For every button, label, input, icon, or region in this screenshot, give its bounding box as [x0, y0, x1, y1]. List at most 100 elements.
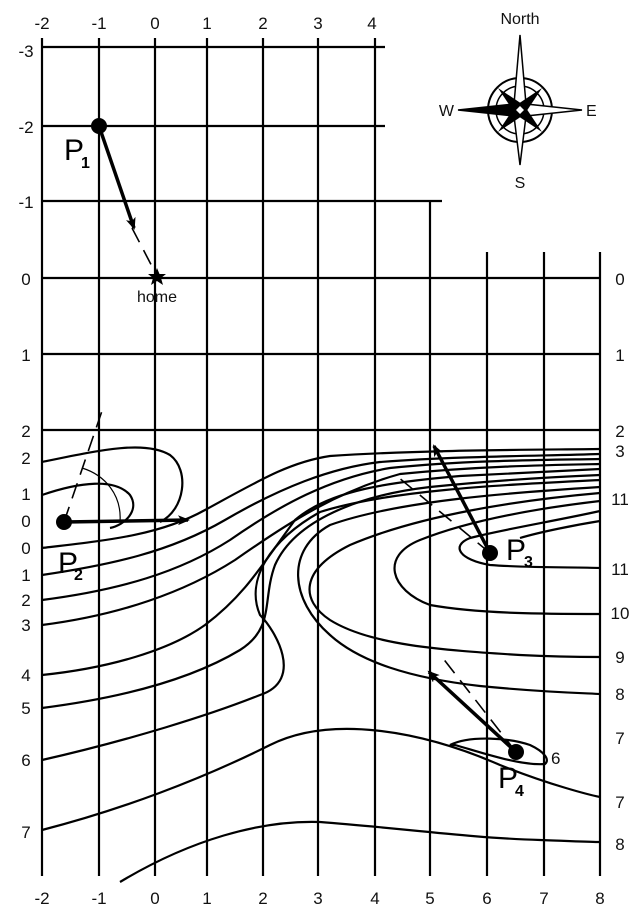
- contour-label-right: 3: [615, 442, 624, 461]
- contour-label-inline: 6: [551, 749, 560, 768]
- contour-label-left: 6: [21, 751, 30, 770]
- grid-lines: [40, 38, 602, 876]
- contour-label-right: 7: [615, 793, 624, 812]
- y-axis-right-labels: 0 1 2: [615, 270, 624, 441]
- x-tick-top: 4: [367, 14, 376, 33]
- y-tick-left: -2: [18, 118, 33, 137]
- compass-rose: North S E W: [439, 11, 597, 192]
- p2-label: P: [58, 547, 78, 580]
- compass-west-point: [457, 103, 515, 117]
- compass-west-label: W: [439, 103, 455, 120]
- contour-line: [393, 499, 601, 616]
- p2-dot: [56, 514, 72, 530]
- home-star-icon: [148, 268, 166, 285]
- x-tick-bottom: 2: [258, 889, 267, 908]
- contour-label-left: 5: [21, 699, 30, 718]
- point-p3: P 3: [397, 444, 533, 571]
- home-marker: home: [137, 268, 177, 306]
- p1-arrow: [97, 125, 136, 230]
- contour-line: [119, 820, 601, 883]
- p4-dot: [508, 744, 524, 760]
- p4-arrow: [427, 670, 518, 754]
- x-tick-bottom: -1: [91, 889, 106, 908]
- x-tick-top: -1: [91, 14, 106, 33]
- x-tick-bottom: 3: [313, 889, 322, 908]
- contour-line: [297, 485, 601, 696]
- compass-north-label: North: [500, 11, 539, 28]
- contour-line: [41, 452, 601, 577]
- p2-arrow: [63, 515, 190, 526]
- compass-south-label: S: [515, 175, 526, 192]
- contour-line: [308, 491, 601, 659]
- y-tick-left: 1: [21, 346, 30, 365]
- x-tick-bottom: 5: [425, 889, 434, 908]
- contour-label-right: 8: [615, 685, 624, 704]
- contour-line: [41, 467, 601, 677]
- y-tick-left: 2: [21, 422, 30, 441]
- p1-label: P: [64, 134, 84, 167]
- p2-angle-arc: [81, 467, 121, 523]
- p3-dashed-path: [397, 476, 491, 554]
- right-contour-labels: 3 11 11 10 9 8 7 6 7 8: [551, 442, 629, 854]
- p4-label: P: [498, 762, 518, 795]
- contour-line: [41, 457, 601, 602]
- p1-subscript: 1: [81, 155, 90, 172]
- compass-ne-point: [518, 88, 542, 112]
- left-contour-labels: 2 1 0 0 1 2 3 4 5 6 7: [21, 449, 30, 842]
- y-axis-left-labels: -3 -2 -1 0 1 2: [18, 42, 33, 441]
- home-label: home: [137, 289, 177, 306]
- p3-arrow: [432, 444, 492, 554]
- contour-line: [41, 473, 601, 710]
- contour-label-left: 3: [21, 616, 30, 635]
- contour-line: [41, 446, 184, 523]
- y-tick-left: 0: [21, 270, 30, 289]
- contour-label-right: 9: [615, 648, 624, 667]
- contour-label-left: 2: [21, 591, 30, 610]
- x-tick-bottom: 6: [482, 889, 491, 908]
- contour-line: [41, 447, 601, 550]
- y-tick-left: -1: [18, 193, 33, 212]
- point-p4: P 4: [427, 656, 524, 800]
- contour-label-left: 1: [21, 485, 30, 504]
- p3-subscript: 3: [524, 554, 533, 571]
- x-tick-bottom: 0: [150, 889, 159, 908]
- p4-dashed-path: [441, 656, 517, 753]
- contour-line: [449, 737, 548, 766]
- x-tick-bottom: -2: [34, 889, 49, 908]
- contour-label-left: 0: [21, 539, 30, 558]
- contour-label-left: 4: [21, 666, 30, 685]
- x-tick-bottom: 8: [595, 889, 604, 908]
- contour-label-right: 8: [615, 835, 624, 854]
- point-p2: P 2: [56, 407, 190, 584]
- contour-label-right: 10: [611, 604, 630, 623]
- contour-lines: [41, 446, 601, 883]
- contour-label-right: 11: [611, 490, 629, 509]
- x-tick-top: -2: [34, 14, 49, 33]
- p1-dot: [91, 118, 107, 134]
- x-tick-top: 1: [202, 14, 211, 33]
- x-axis-top-labels: -2 -1 0 1 2 3 4: [34, 14, 376, 33]
- y-tick-left: -3: [18, 42, 33, 61]
- compass-east-point: [525, 103, 583, 117]
- contour-label-right: 11: [611, 560, 629, 579]
- x-tick-top: 3: [313, 14, 322, 33]
- p4-subscript: 4: [515, 783, 524, 800]
- p2-subscript: 2: [74, 567, 83, 584]
- compass-nw-point: [498, 88, 522, 112]
- contour-line: [519, 519, 601, 540]
- p3-dot: [482, 545, 498, 561]
- contour-label-right: 7: [615, 729, 624, 748]
- y-tick-right: 2: [615, 422, 624, 441]
- p3-label: P: [506, 534, 526, 567]
- x-tick-top: 0: [150, 14, 159, 33]
- p1-dashed-path: [131, 227, 158, 277]
- contour-label-left: 7: [21, 823, 30, 842]
- compass-se-point: [518, 108, 542, 132]
- x-axis-bottom-labels: -2 -1 0 1 2 3 4 5 6 7 8: [34, 889, 604, 908]
- x-tick-bottom: 7: [539, 889, 548, 908]
- contour-line: [458, 509, 601, 570]
- contour-label-left: 1: [21, 566, 30, 585]
- x-tick-bottom: 4: [370, 889, 379, 908]
- compass-north-point: [513, 34, 527, 105]
